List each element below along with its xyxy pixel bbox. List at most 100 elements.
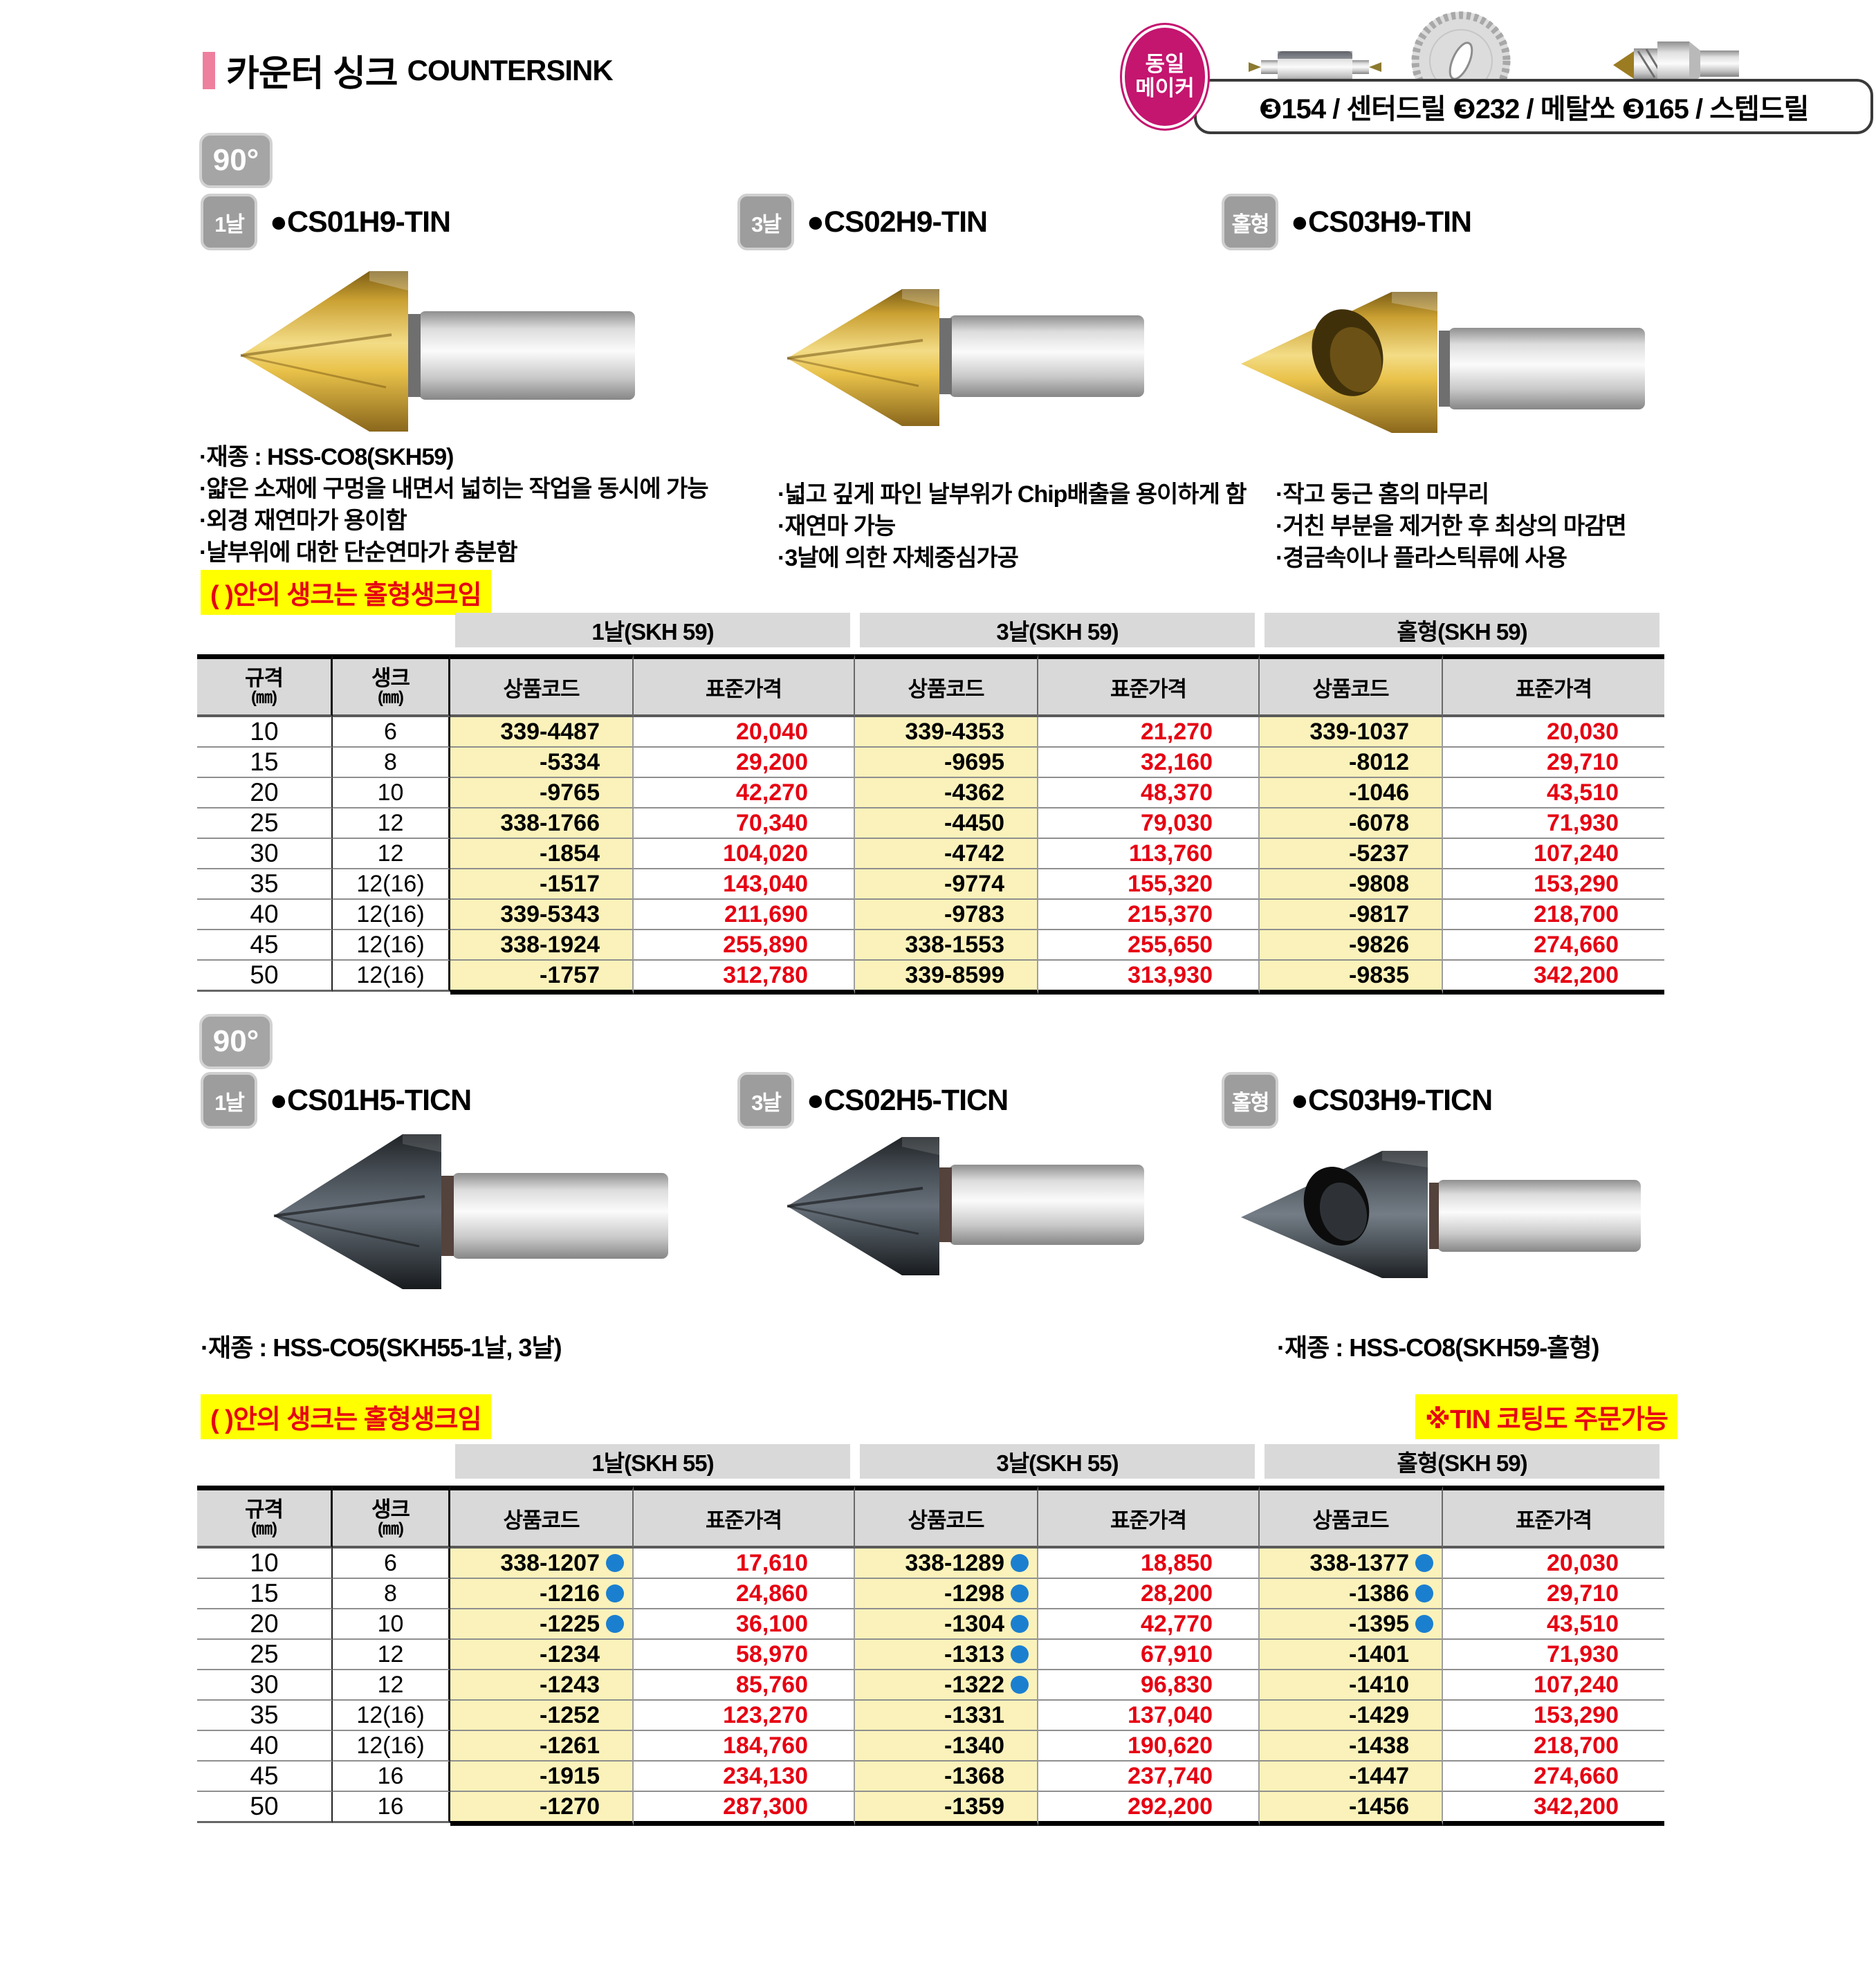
spec-cell: 50: [197, 1792, 333, 1823]
product-label-cs01h9-tin: 1날 ●CS01H9-TIN: [201, 194, 451, 250]
product-code-cell: -1331: [855, 1701, 1038, 1731]
spec-header-label: 규격: [244, 665, 284, 690]
flute-type-badge: 1날: [201, 1072, 257, 1129]
feature-bullet: ·재종 : HSS-CO8(SKH59): [199, 444, 454, 470]
product-code-cell: -1243: [450, 1670, 634, 1701]
product-code-cell: -1410: [1260, 1670, 1443, 1701]
product-code-cell: -1046: [1260, 778, 1443, 808]
table-group-header: 1날(SKH 55): [455, 1444, 850, 1479]
product-code-cell: -9817: [1260, 900, 1443, 930]
product-code-value: 338-1924: [500, 931, 600, 958]
product-code-value: -9817: [1349, 900, 1409, 927]
product-code-value: -1216: [540, 1580, 600, 1607]
standard-price-cell: 123,270: [634, 1701, 855, 1731]
standard-price-header: 표준가격: [1038, 654, 1260, 717]
product-code-value: -1915: [540, 1762, 600, 1789]
product-code-value: -9808: [1349, 870, 1409, 897]
product-code-value: -9783: [944, 900, 1004, 927]
standard-price-cell: 20,040: [634, 717, 855, 748]
product-code-value: -1456: [1349, 1793, 1409, 1820]
spec-cell: 10: [197, 1549, 333, 1579]
blue-dot-icon: [1415, 1706, 1433, 1724]
standard-price-cell: 43,510: [1443, 1609, 1664, 1640]
standard-price-cell: 143,040: [634, 869, 855, 900]
blue-dot-icon: [1011, 1676, 1029, 1694]
product-code-value: 338-1377: [1309, 1549, 1409, 1576]
product-code-cell: -9835: [1260, 961, 1443, 995]
shank-column-header: 생크 (㎜): [333, 1486, 450, 1549]
spec-cell: 40: [197, 1731, 333, 1762]
standard-price-cell: 215,370: [1038, 900, 1260, 930]
spec-header-label: 규격: [244, 1497, 284, 1522]
standard-price-header: 표준가격: [1443, 1486, 1664, 1549]
blue-dot-icon: [1011, 1615, 1029, 1633]
shank-cell: 16: [333, 1762, 450, 1792]
spec-cell: 20: [197, 778, 333, 808]
material-note-left: ·재종 : HSS-CO5(SKH55-1날, 3날): [201, 1333, 562, 1362]
product-code: ●CS01H5-TICN: [270, 1083, 472, 1117]
feature-bullet: ·경금속이나 플라스틱류에 사용: [1276, 545, 1567, 571]
product-code-value: -1410: [1349, 1671, 1409, 1698]
blue-dot-icon: [1415, 936, 1433, 954]
spec-column-header: 규격 (㎜): [197, 1486, 333, 1549]
standard-price-cell: 29,710: [1443, 748, 1664, 778]
spec-cell: 35: [197, 869, 333, 900]
standard-price-cell: 85,760: [634, 1670, 855, 1701]
product-label-cs02h9-tin: 3날 ●CS02H9-TIN: [737, 194, 988, 250]
same-maker-badge-line2: 메이커: [1135, 76, 1195, 100]
product-code-cell: -9808: [1260, 869, 1443, 900]
product-code: ●CS03H9-TICN: [1291, 1083, 1493, 1117]
standard-price-cell: 107,240: [1443, 1670, 1664, 1701]
title-accent-bar: [203, 51, 215, 89]
product-code-value: -9774: [944, 870, 1004, 897]
spec-cell: 45: [197, 1762, 333, 1792]
material-note-right: ·재종 : HSS-CO8(SKH59-홀형): [1277, 1333, 1600, 1362]
blue-dot-icon: [1415, 1767, 1433, 1785]
spec-cell: 20: [197, 1609, 333, 1640]
product-code-cell: -9783: [855, 900, 1038, 930]
tin-coating-note: ※TIN 코팅도 주문가능: [1415, 1394, 1677, 1439]
standard-price-header: 표준가격: [1038, 1486, 1260, 1549]
spec-cell: 40: [197, 900, 333, 930]
product-code-cell: 338-1377: [1260, 1549, 1443, 1579]
product-code-cell: 339-5343: [450, 900, 634, 930]
standard-price-cell: 211,690: [634, 900, 855, 930]
standard-price-cell: 48,370: [1038, 778, 1260, 808]
standard-price-cell: 153,290: [1443, 869, 1664, 900]
standard-price-cell: 104,020: [634, 839, 855, 869]
blue-dot-icon: [1415, 844, 1433, 862]
standard-price-cell: 255,650: [1038, 930, 1260, 961]
product-code-value: -1854: [540, 840, 600, 867]
spec-header-unit: (㎜): [251, 687, 277, 707]
blue-dot-icon: [1415, 753, 1433, 771]
blue-dot-icon: [1415, 966, 1433, 984]
blue-dot-icon: [1011, 966, 1029, 984]
product-photo-cs01h5-ticn: [273, 1134, 668, 1289]
product-code-cell: -1401: [1260, 1640, 1443, 1670]
table-corner-spacer: [197, 1444, 450, 1486]
standard-price-cell: 71,930: [1443, 808, 1664, 839]
table-group-header: 1날(SKH 59): [455, 613, 850, 647]
product-code-value: -6078: [1349, 809, 1409, 836]
blue-dot-icon: [606, 1645, 624, 1663]
product-code-cell: -1261: [450, 1731, 634, 1762]
product-code-cell: -1270: [450, 1792, 634, 1826]
product-code-cell: -4450: [855, 808, 1038, 839]
product-code-value: -1322: [944, 1671, 1004, 1698]
product-code-cell: 339-4353: [855, 717, 1038, 748]
product-code-value: -1757: [540, 961, 600, 988]
product-code-cell: 338-1289: [855, 1549, 1038, 1579]
product-code-cell: -1438: [1260, 1731, 1443, 1762]
shank-cell: 12(16): [333, 869, 450, 900]
product-code-value: -9835: [1349, 961, 1409, 988]
standard-price-cell: 234,130: [634, 1762, 855, 1792]
shank-cell: 12(16): [333, 961, 450, 992]
page-title: 카운터 싱크 COUNTERSINK: [203, 44, 614, 96]
blue-dot-icon: [1415, 1676, 1433, 1694]
product-code-cell: -5334: [450, 748, 634, 778]
product-code-value: -1298: [944, 1580, 1004, 1607]
product-code-cell: -1304: [855, 1609, 1038, 1640]
blue-dot-icon: [606, 1737, 624, 1755]
standard-price-cell: 287,300: [634, 1792, 855, 1826]
feature-list-1-flute: ·재종 : HSS-CO8(SKH59) ·얇은 소재에 구멍을 내면서 넓히는 …: [199, 441, 787, 569]
